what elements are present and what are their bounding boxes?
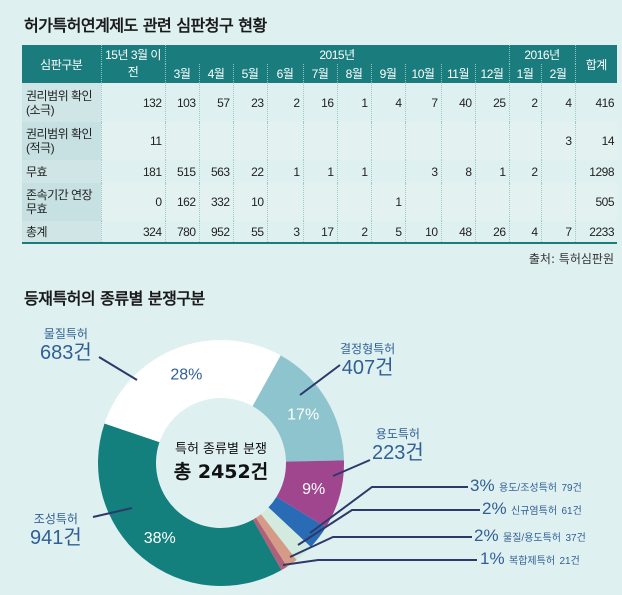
slice-7 bbox=[105, 340, 281, 442]
donut-center: 특허 종류별 분쟁 총 2452건 bbox=[156, 438, 286, 484]
center-label: 특허 종류별 분쟁 bbox=[156, 438, 286, 457]
center-total: 총 2452건 bbox=[156, 457, 286, 484]
label-use-composition: 3% 용도/조성특허 79건 bbox=[470, 476, 582, 496]
label-new-salt: 2% 신규염특허 61건 bbox=[482, 499, 582, 519]
callout-line bbox=[283, 560, 477, 565]
label-composition: 조성특허941건 bbox=[30, 510, 82, 549]
label-material: 물질특허683건 bbox=[40, 325, 92, 364]
slice-percent-label: 38% bbox=[144, 530, 176, 547]
slice-percent-label: 17% bbox=[287, 406, 319, 423]
callout-line bbox=[290, 537, 472, 557]
slice-percent-label: 28% bbox=[170, 366, 202, 383]
callout-line bbox=[99, 357, 137, 380]
slice-percent-label: 9% bbox=[302, 481, 325, 498]
label-material-use: 2% 물질/용도특허 37건 bbox=[474, 526, 586, 546]
label-use: 용도특허223건 bbox=[372, 425, 424, 464]
label-crystal: 결정형특허407건 bbox=[340, 340, 395, 379]
label-combination: 1% 복합제특허 21건 bbox=[480, 549, 580, 569]
